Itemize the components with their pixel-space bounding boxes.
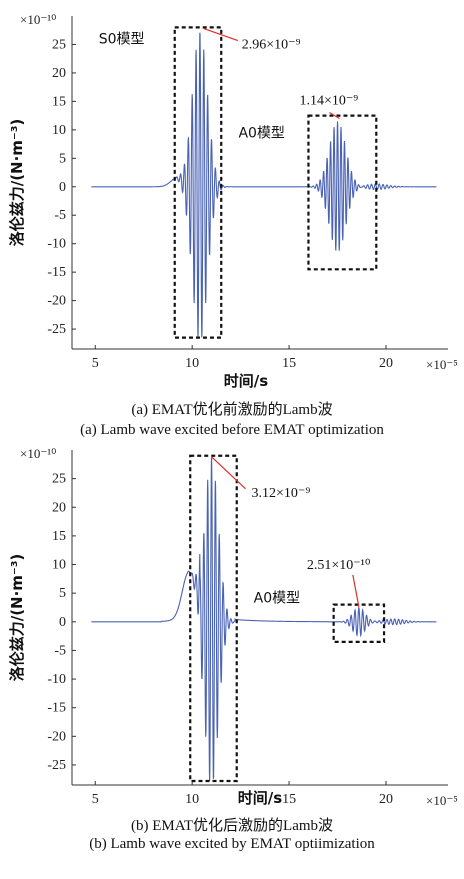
panel-a-y-tick-label: -20 — [47, 294, 66, 309]
panel-b-mode-box — [332, 603, 386, 643]
panel-a-annotation-leader — [203, 27, 238, 42]
panel-a-peak-annotation: 2.96×10⁻⁹ — [242, 38, 301, 53]
panel-b-x-tick-label: 10 — [185, 792, 199, 807]
panel-a-x-tick-label: 15 — [282, 356, 296, 371]
panel-b-y-tick-label: 20 — [52, 500, 66, 515]
panel-b-y-tick-label: -10 — [47, 672, 66, 687]
panel-b-mode-box — [189, 454, 238, 783]
panel-a-y-tick-label: 0 — [59, 180, 66, 195]
panel-a-y-tick-label: 15 — [52, 94, 66, 109]
caption-b-cn: (b) EMAT优化后激励的Lamb波 — [130, 818, 334, 834]
panel-a-peak-annotation: 1.14×10⁻⁹ — [299, 93, 358, 108]
panel-a-y-tick-label: -10 — [47, 237, 66, 252]
panel-b-y-exponent: ×10⁻¹⁰ — [20, 446, 56, 461]
panel-b-y-axis-label: 洛伦兹力/(N·m⁻³) — [8, 554, 26, 682]
panel-b-mode-label: A0模型 — [254, 591, 300, 607]
panel-b-y-tick-label: 0 — [59, 615, 66, 630]
panel-b-annotation-leader — [211, 456, 246, 490]
panel-b-y-tick-label: -15 — [47, 701, 66, 716]
panel-b-signal-line — [91, 457, 437, 781]
panel-b-y-tick-label: 25 — [52, 472, 66, 487]
panel-b-x-tick-label: 20 — [379, 792, 393, 807]
caption-a-cn: (a) EMAT优化前激励的Lamb波 — [131, 402, 333, 418]
panel-a-x-tick-label: 5 — [92, 356, 99, 371]
panel-a-mode-label: A0模型 — [238, 126, 284, 142]
panel-b-x-tick-label: 5 — [92, 792, 99, 807]
panel-b-x-tick-label: 15 — [282, 792, 296, 807]
panel-a-x-tick-label: 20 — [379, 356, 393, 371]
panel-a-x-axis-label: 时间/s — [224, 372, 268, 390]
panel-b-annotation-leader — [352, 574, 360, 608]
panel-a-annotation-leader — [329, 111, 340, 119]
caption-b-en: (b) Lamb wave excited by EMAT optiimizat… — [89, 836, 375, 852]
panel-b-y-tick-label: -5 — [54, 643, 66, 658]
panel-b-x-exponent: ×10⁻⁵ — [426, 793, 458, 808]
panel-a-y-tick-label: 25 — [52, 37, 66, 52]
panel-a-x-exponent: ×10⁻⁵ — [426, 357, 458, 372]
panel-b-y-tick-label: -20 — [47, 729, 66, 744]
panel-a-y-exponent: ×10⁻¹⁰ — [20, 12, 56, 27]
panel-b-peak-annotation: 2.51×10⁻¹⁰ — [307, 558, 371, 573]
panel-a-y-tick-label: -15 — [47, 265, 66, 280]
panel-a-y-tick-label: 20 — [52, 66, 66, 81]
panel-a-signal-line — [91, 32, 437, 338]
panel-b-x-axis-label: 时间/s — [238, 789, 282, 807]
panel-b-peak-annotation: 3.12×10⁻⁹ — [252, 486, 311, 501]
caption-a-en: (a) Lamb wave excited before EMAT optimi… — [80, 422, 384, 438]
panel-a-y-tick-label: 5 — [59, 151, 66, 166]
panel-a-y-tick-label: -5 — [54, 208, 66, 223]
panel-b-y-tick-label: 5 — [59, 586, 66, 601]
panel-b-y-tick-label: -25 — [47, 758, 66, 773]
panel-a-mode-box — [173, 26, 223, 339]
panel-a-x-tick-label: 10 — [185, 356, 199, 371]
panel-a-y-axis-label: 洛伦兹力/(N·m⁻³) — [8, 119, 26, 247]
panel-a-y-tick-label: -25 — [47, 322, 66, 337]
panel-b-y-tick-label: 15 — [52, 529, 66, 544]
panel-a-mode-box — [307, 114, 378, 271]
panel-b-chart: -25 -20 -15 -10 -5 0 5 10 15 20 25 5 10 15 20 ×10⁻¹⁰ ×10… — [8, 446, 458, 808]
panel-a-mode-label: S0模型 — [99, 31, 145, 47]
panel-b-y-tick-label: 10 — [52, 558, 66, 573]
panel-a-chart: -25 -20 -15 -10 -5 0 5 10 15 20 25 5 10 15 20 ×10⁻¹⁰ ×10… — [8, 12, 458, 390]
panel-a-y-tick-label: 10 — [52, 123, 66, 138]
